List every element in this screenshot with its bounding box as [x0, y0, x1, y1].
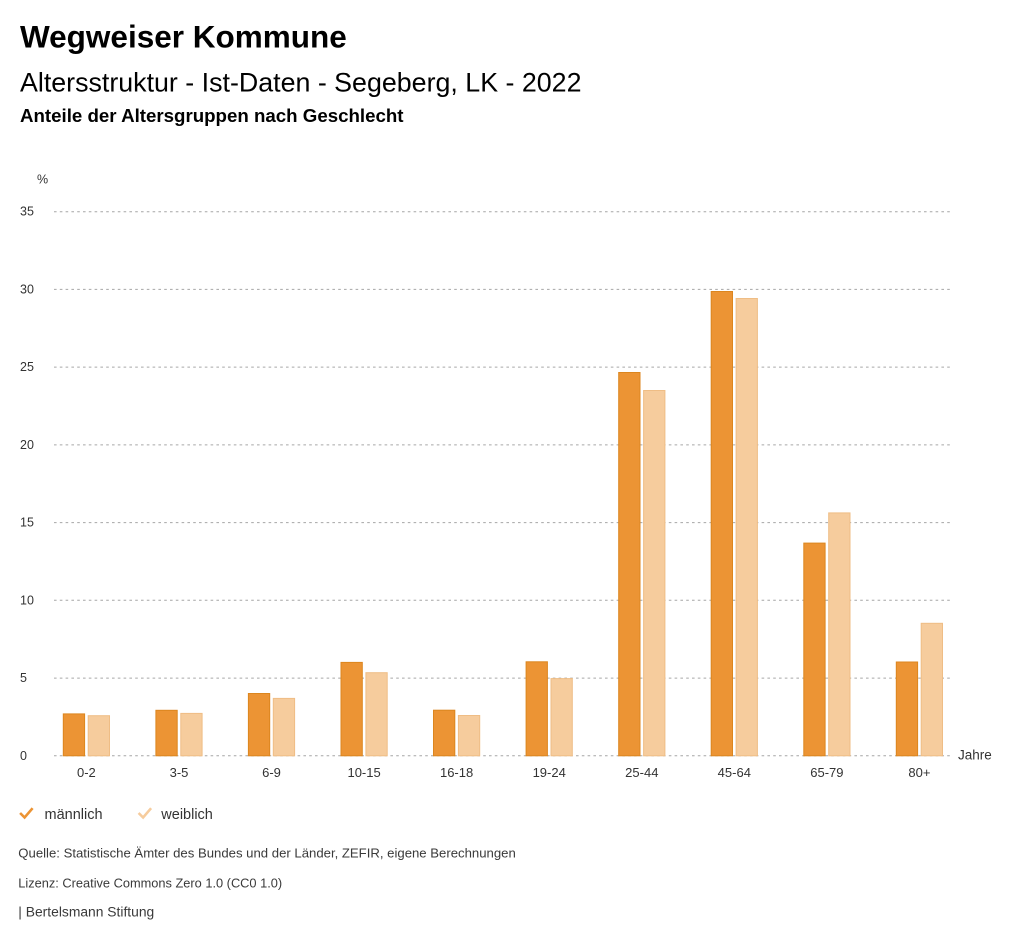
svg-text:30: 30 [20, 282, 34, 296]
svg-text:0: 0 [20, 749, 27, 763]
svg-text:3-5: 3-5 [170, 765, 189, 780]
svg-text:Wegweiser Kommune: Wegweiser Kommune [20, 19, 347, 55]
svg-text:Jahre: Jahre [958, 748, 992, 763]
svg-text:15: 15 [20, 516, 34, 530]
svg-text:%: % [37, 173, 48, 187]
svg-text:19-24: 19-24 [533, 765, 566, 780]
svg-text:10: 10 [20, 593, 34, 607]
svg-text:25: 25 [20, 360, 34, 374]
svg-text:weiblich: weiblich [160, 807, 213, 823]
svg-text:| Bertelsmann Stiftung: | Bertelsmann Stiftung [18, 904, 154, 920]
svg-text:Altersstruktur - Ist-Daten - S: Altersstruktur - Ist-Daten - Segeberg, L… [20, 68, 582, 98]
svg-text:16-18: 16-18 [440, 765, 473, 780]
svg-text:25-44: 25-44 [625, 765, 658, 780]
svg-text:20: 20 [20, 438, 34, 452]
svg-text:65-79: 65-79 [810, 765, 843, 780]
svg-text:Quelle: Statistische Ämter des: Quelle: Statistische Ämter des Bundes un… [18, 845, 515, 860]
svg-text:Anteile der Altersgruppen nach: Anteile der Altersgruppen nach Geschlech… [20, 105, 404, 126]
svg-text:Lizenz: Creative Commons Zero: Lizenz: Creative Commons Zero 1.0 (CC0 1… [18, 876, 282, 891]
svg-text:80+: 80+ [908, 765, 930, 780]
svg-text:0-2: 0-2 [77, 765, 96, 780]
svg-text:6-9: 6-9 [262, 765, 281, 780]
svg-text:5: 5 [20, 671, 27, 685]
svg-text:35: 35 [20, 205, 34, 219]
svg-text:männlich: männlich [45, 807, 103, 823]
svg-text:45-64: 45-64 [718, 765, 751, 780]
svg-text:10-15: 10-15 [347, 765, 380, 780]
